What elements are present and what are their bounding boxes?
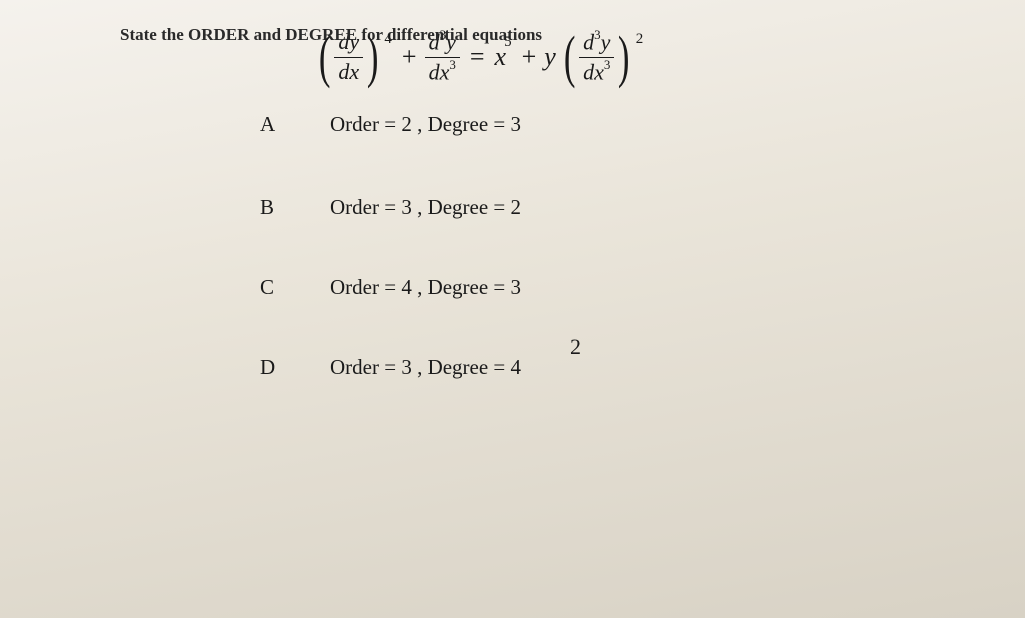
x-term: x5	[495, 42, 514, 72]
option-a: A Order = 2 , Degree = 3	[260, 112, 905, 137]
sup-3: 3	[440, 27, 447, 42]
option-text: Order = 4 , Degree = 3	[330, 275, 521, 300]
option-letter: D	[260, 355, 330, 380]
sup-3: 3	[594, 27, 601, 42]
numerator: d3y	[579, 30, 614, 57]
option-c: C Order = 4 , Degree = 3	[260, 275, 905, 300]
equals-sign: =	[470, 42, 485, 72]
power-2: 2	[636, 31, 644, 48]
option-text: Order = 2 , Degree = 3	[330, 112, 521, 137]
option-letter: B	[260, 195, 330, 220]
denominator: dx3	[579, 57, 614, 85]
dx: dx	[429, 59, 450, 84]
page-number: 2	[570, 334, 581, 360]
option-text: Order = 3 , Degree = 4	[330, 355, 521, 380]
question-header: State the ORDER and DEGREE for different…	[120, 25, 542, 45]
option-d: D Order = 3 , Degree = 4	[260, 355, 905, 380]
d: d	[583, 29, 594, 54]
option-letter: A	[260, 112, 330, 137]
y-var: y	[601, 29, 611, 54]
options-list: A Order = 2 , Degree = 3 B Order = 3 , D…	[260, 112, 905, 380]
frac-d3y-dx3-sq: d3y dx3	[579, 30, 614, 84]
denominator: dx	[334, 57, 363, 84]
option-text: Order = 3 , Degree = 2	[330, 195, 521, 220]
power-5: 5	[504, 34, 512, 50]
plus-operator: +	[522, 42, 537, 72]
y-coef: y	[544, 42, 556, 72]
option-b: B Order = 3 , Degree = 2	[260, 195, 905, 220]
power-4: 4	[384, 31, 392, 48]
option-letter: C	[260, 275, 330, 300]
dx: dx	[583, 59, 604, 84]
plus-operator: +	[402, 42, 417, 72]
sup-3: 3	[449, 57, 456, 72]
denominator: dx3	[425, 57, 460, 85]
sup-3: 3	[604, 57, 611, 72]
